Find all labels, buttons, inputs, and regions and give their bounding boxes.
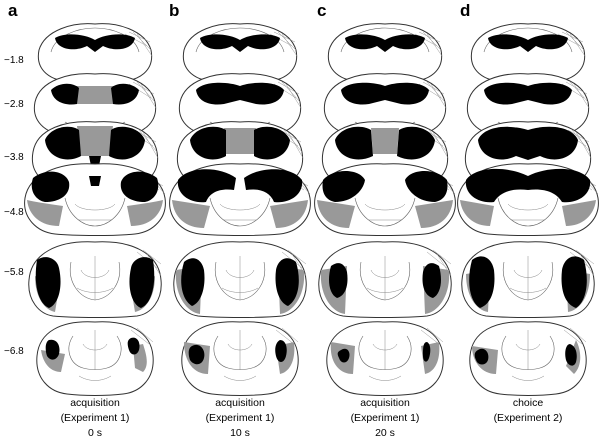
section-b-6 — [181, 321, 299, 396]
section-c-2 — [323, 73, 447, 137]
caption-a-line-2: (Experiment 1) — [61, 412, 130, 424]
caption-c-line-2: (Experiment 1) — [351, 412, 420, 424]
ap-label-2: −2.8 — [4, 99, 24, 110]
section-a-5 — [28, 241, 162, 318]
caption-a-line-3: 0 s — [88, 427, 102, 439]
caption-d-line-2: (Experiment 2) — [494, 412, 563, 424]
section-b-5 — [173, 241, 307, 318]
section-d-5 — [461, 241, 595, 318]
section-a-4 — [24, 163, 166, 236]
caption-c-line-1: acquisition — [360, 397, 410, 409]
ap-label-6: −6.8 — [4, 346, 24, 357]
caption-d-line-1: choice — [513, 397, 544, 409]
section-a-3 — [31, 121, 159, 189]
caption-a-line-1: acquisition — [70, 397, 120, 409]
caption-b: acquisition (Experiment 1) 10 s — [206, 397, 275, 439]
section-d-3 — [464, 121, 592, 189]
section-b-2 — [178, 73, 302, 137]
section-a-1 — [37, 23, 153, 83]
caption-a: acquisition (Experiment 1) 0 s — [61, 397, 130, 439]
panel-letter-c: c — [317, 1, 326, 20]
caption-b-line-3: 10 s — [230, 427, 250, 439]
section-b-3 — [176, 121, 304, 189]
section-d-1 — [470, 23, 586, 83]
caption-b-line-1: acquisition — [215, 397, 265, 409]
caption-c-line-3: 20 s — [375, 427, 395, 439]
ap-label-4: −4.8 — [4, 207, 24, 218]
section-c-3 — [321, 121, 449, 189]
panel-b-sections — [169, 23, 311, 396]
panel-d-sections — [457, 23, 599, 396]
ap-label-1: −1.8 — [4, 55, 24, 66]
section-c-6 — [326, 321, 444, 396]
section-c-5 — [318, 241, 452, 318]
panel-letter-d: d — [460, 1, 470, 20]
panel-a-sections — [24, 23, 166, 396]
section-a-2 — [33, 73, 157, 137]
panel-letter-b: b — [169, 1, 179, 20]
section-d-4 — [457, 163, 599, 236]
caption-b-line-2: (Experiment 1) — [206, 412, 275, 424]
section-c-4 — [314, 163, 456, 236]
section-c-1 — [327, 23, 443, 83]
section-a-6 — [36, 321, 154, 396]
panel-letter-a: a — [8, 1, 18, 20]
caption-d: choice (Experiment 2) — [494, 397, 563, 424]
ap-label-5: −5.8 — [4, 267, 24, 278]
section-b-1 — [182, 23, 298, 83]
section-d-2 — [466, 73, 590, 137]
panel-c-sections — [314, 23, 456, 396]
ap-label-3: −3.8 — [4, 152, 24, 163]
caption-c: acquisition (Experiment 1) 20 s — [351, 397, 420, 439]
section-b-4 — [169, 163, 311, 236]
section-d-6 — [469, 321, 587, 396]
